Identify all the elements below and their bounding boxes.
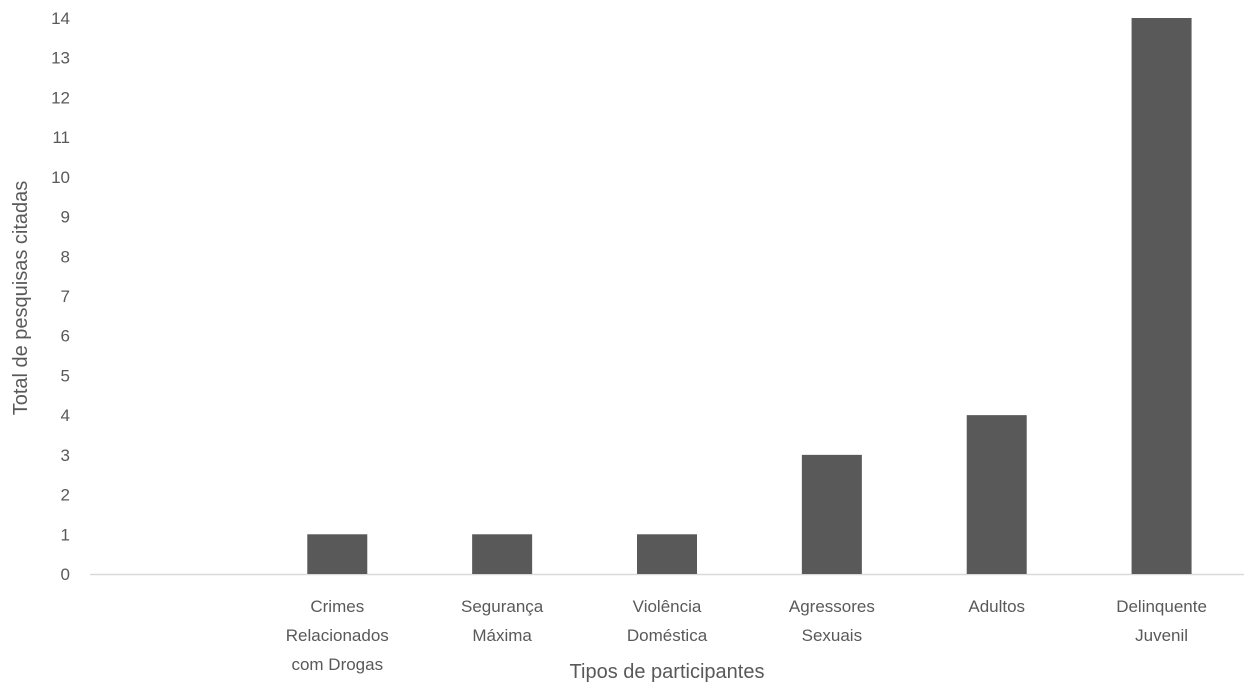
y-tick-label: 8 xyxy=(61,247,70,266)
y-tick-label: 10 xyxy=(51,168,70,187)
x-tick-label-line: Sexuais xyxy=(802,626,862,645)
y-tick-label: 6 xyxy=(61,327,70,346)
y-tick-label: 1 xyxy=(61,525,70,544)
y-tick-label: 11 xyxy=(52,128,70,147)
y-tick-label: 2 xyxy=(61,486,70,505)
bar xyxy=(307,534,368,574)
x-tick-label: Violência Doméstica xyxy=(627,597,708,645)
x-axis-title: Tipos de participantes xyxy=(570,661,765,683)
x-tick-label-line: Doméstica xyxy=(627,626,708,645)
x-tick-label: Delinquente Juvenil xyxy=(1116,597,1207,645)
category-labels: Crimes Relacionados com Drogas Segurança Máx… xyxy=(286,597,1207,674)
x-tick-label-line: Segurança xyxy=(461,597,544,616)
y-axis-title: Total de pesquisas citadas xyxy=(10,181,32,416)
x-tick-label-line: com Drogas xyxy=(291,655,383,674)
x-tick-label-line: Juvenil xyxy=(1135,626,1188,645)
x-tick-label: Adultos xyxy=(968,597,1025,616)
x-tick-label: Agressores Sexuais xyxy=(789,597,875,645)
y-tick-label: 13 xyxy=(51,49,70,68)
y-tick-label: 0 xyxy=(61,565,70,584)
x-tick-label-line: Máxima xyxy=(472,626,532,645)
bar xyxy=(1131,18,1192,574)
bar xyxy=(801,454,862,574)
x-tick-label-line: Relacionados xyxy=(286,626,389,645)
x-tick-label-line: Adultos xyxy=(968,597,1025,616)
x-tick-label: Segurança Máxima xyxy=(461,597,544,645)
bars xyxy=(307,18,1192,574)
y-tick-label: 7 xyxy=(61,287,70,306)
x-tick-label-line: Delinquente xyxy=(1116,597,1207,616)
y-tick-label: 4 xyxy=(61,406,70,425)
y-tick-label: 9 xyxy=(61,208,70,227)
y-tick-label: 3 xyxy=(61,446,70,465)
x-tick-label: Crimes Relacionados com Drogas xyxy=(286,597,389,674)
bar xyxy=(472,534,533,574)
y-tick-label: 12 xyxy=(51,88,70,107)
x-tick-label-line: Agressores xyxy=(789,597,875,616)
bar xyxy=(966,415,1027,574)
y-tick-label: 5 xyxy=(61,366,70,385)
x-tick-label-line: Violência xyxy=(633,597,702,616)
x-tick-label-line: Crimes xyxy=(310,597,364,616)
bar xyxy=(637,534,697,574)
y-tick-label: 14 xyxy=(51,9,70,28)
